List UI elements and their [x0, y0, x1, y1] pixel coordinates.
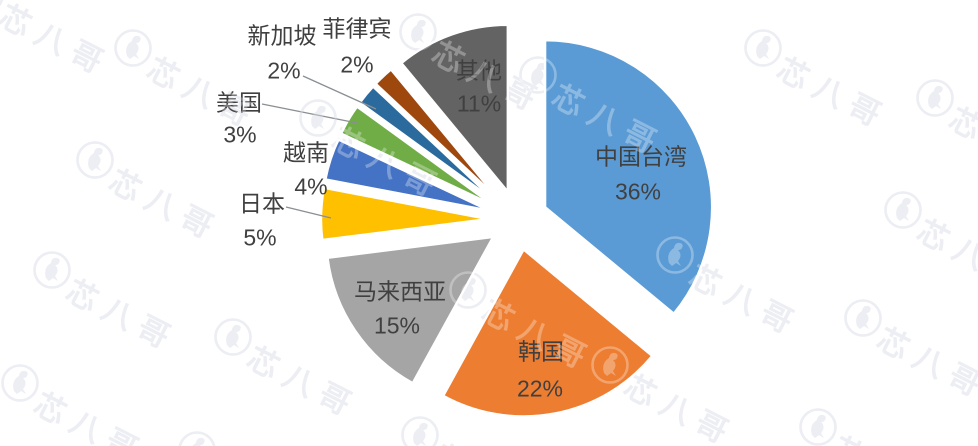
- leader-line-日本: [285, 206, 332, 219]
- pie-slice-菲律宾[interactable]: [374, 68, 499, 200]
- pie-slice-越南[interactable]: [324, 138, 491, 212]
- pie-slice-韩国[interactable]: [442, 248, 654, 418]
- leader-line-新加坡: [302, 75, 377, 110]
- pie-slice-其他[interactable]: [400, 23, 509, 193]
- pie-slice-新加坡[interactable]: [358, 85, 497, 203]
- pie-slice-日本[interactable]: [319, 186, 490, 242]
- leader-line-美国: [261, 103, 358, 124]
- pie-slice-美国[interactable]: [339, 105, 494, 206]
- pie-slice-中国台湾[interactable]: [543, 39, 714, 315]
